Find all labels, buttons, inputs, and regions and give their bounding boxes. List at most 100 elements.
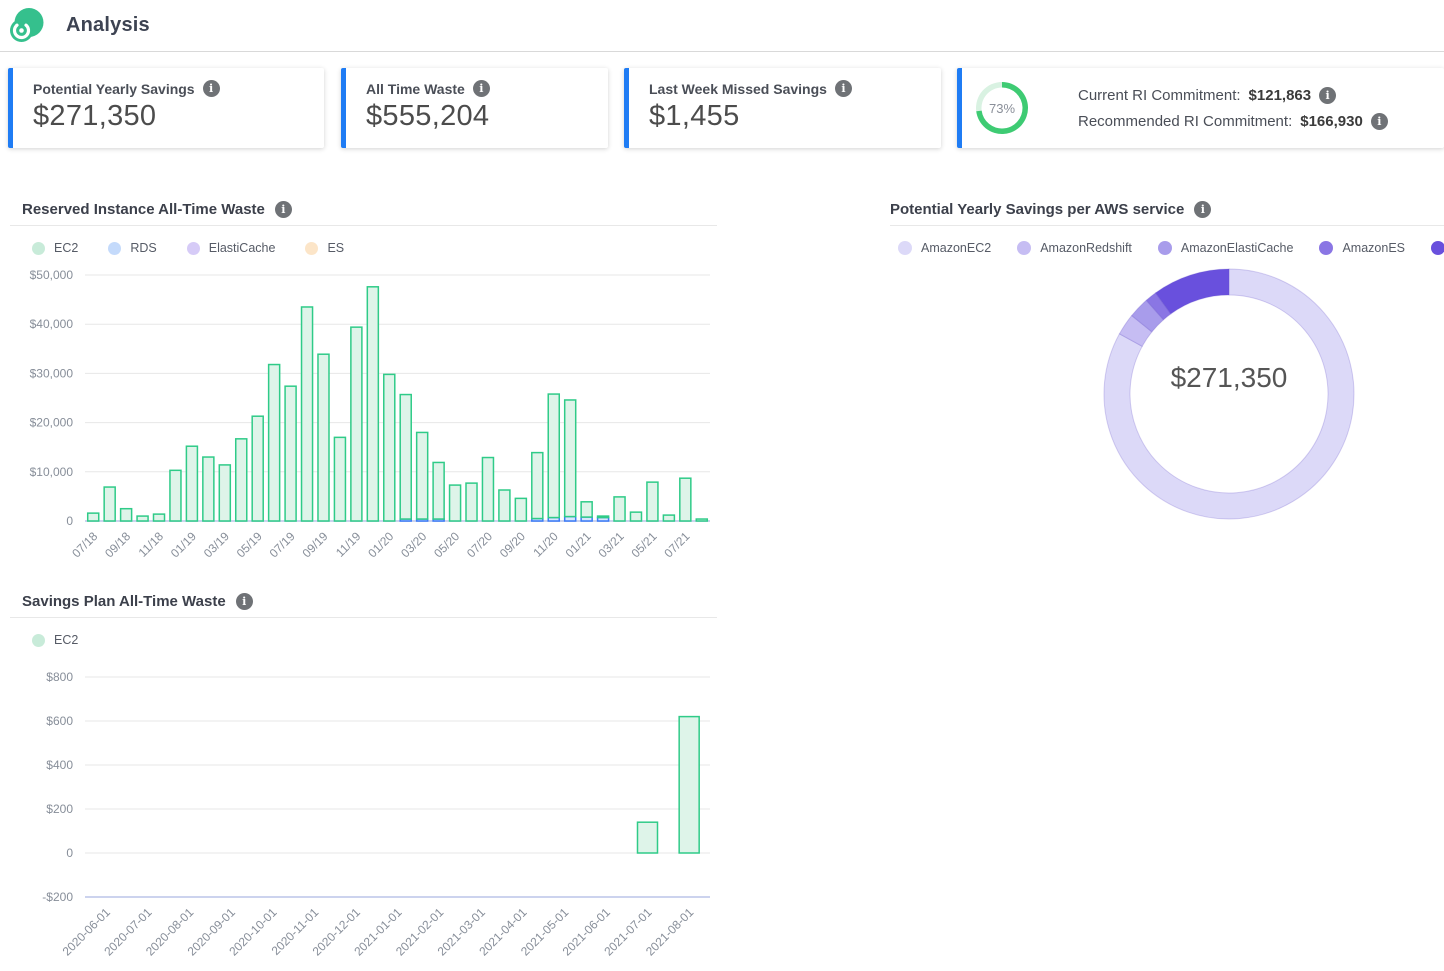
panel-savings-plan-waste: Savings Plan All-Time Waste i EC2 -$200 0… [10, 588, 717, 971]
legend-item-amazonelasticache[interactable]: AmazonElastiCache [1157, 241, 1294, 255]
bar-ec2-03/19 [218, 464, 232, 522]
legend-item-amazones[interactable]: AmazonES [1319, 241, 1405, 255]
app-logo-icon[interactable] [8, 7, 46, 45]
x-tick-label: 01/20 [365, 529, 396, 560]
bar-ec2-10/18 [136, 515, 149, 522]
card-ri-commitment: 73% Current RI Commitment: $121,863 i Re… [957, 68, 1444, 148]
info-icon[interactable]: i [1319, 86, 1337, 104]
bar-ec2-02/21 [596, 515, 610, 519]
legend-item-amazonec2[interactable]: AmazonEC2 [898, 241, 991, 255]
x-tick-label: 09/20 [497, 529, 528, 560]
x-tick-label: 01/21 [563, 529, 594, 560]
legend-item-amazonredshift[interactable]: AmazonRedshift [1017, 241, 1132, 255]
current-ri-commitment-row: Current RI Commitment: $121,863 i [1078, 86, 1388, 104]
legend-dot [186, 241, 200, 255]
donut-slice-amazonrds [1154, 268, 1230, 315]
bar-ec2-2021-08-01 [678, 715, 700, 854]
x-tick-label: 01/19 [168, 529, 199, 560]
info-icon[interactable]: i [235, 592, 253, 610]
bar-ec2-03/21 [613, 496, 626, 522]
x-tick-label: 05/20 [431, 529, 462, 560]
info-icon[interactable]: i [472, 80, 490, 97]
bar-ec2-06/20 [465, 482, 478, 522]
legend-item-elasticache[interactable]: ElastiCache [186, 241, 275, 255]
x-tick-label: 07/18 [69, 529, 100, 560]
bar-ec2-04/19 [234, 438, 248, 522]
y-tick-label: $400 [46, 758, 73, 772]
gauge-track [976, 82, 1002, 112]
x-tick-label: 03/20 [398, 529, 429, 560]
bar-ec2-04/21 [629, 511, 643, 522]
bar-ec2-11/20 [547, 393, 561, 519]
sp-waste-bar-chart: -$2000$200$400$600$8002020-06-012020-07-… [42, 670, 710, 959]
bar-ec2-04/20 [432, 461, 445, 520]
y-tick-label: -$200 [42, 890, 73, 904]
current-ri-commitment-label: Current RI Commitment: [1078, 86, 1241, 104]
card-value: $1,455 [649, 100, 740, 132]
legend-dot [1017, 241, 1032, 255]
recommended-ri-commitment-row: Recommended RI Commitment: $166,930 i [1078, 112, 1388, 130]
ri-coverage-gauge: 73% [976, 82, 1029, 134]
chart-legend: EC2 RDS ElastiCache ES [32, 240, 717, 256]
card-label: Last Week Missed Savings i [649, 80, 941, 97]
x-tick-label: 03/21 [596, 529, 627, 560]
bar-ec2-07/20 [481, 456, 495, 522]
bar-ec2-08/20 [498, 489, 511, 522]
legend-dot [108, 241, 122, 255]
legend-dot [1319, 241, 1334, 255]
bar-ec2-07/19 [284, 385, 297, 522]
panel-header: Potential Yearly Savings per AWS service… [890, 196, 1444, 226]
bar-ec2-12/18 [169, 469, 182, 522]
gauge-percent-label: 73% [989, 101, 1015, 116]
bar-ec2-06/21 [662, 514, 676, 522]
info-icon[interactable]: i [1370, 112, 1388, 130]
bar-ec2-03/20 [415, 431, 429, 520]
bar-ec2-09/19 [317, 353, 330, 522]
y-tick-label: $50,000 [30, 268, 74, 282]
bar-ec2-05/19 [251, 415, 264, 522]
legend-label: EC2 [54, 633, 79, 647]
x-tick-label: 09/18 [102, 529, 133, 560]
bar-ec2-06/19 [267, 363, 281, 522]
y-tick-label: $200 [46, 802, 73, 816]
legend-item-ec2[interactable]: EC2 [32, 633, 78, 647]
legend-dot [1431, 241, 1444, 255]
legend-item-ec2[interactable]: EC2 [32, 241, 78, 255]
legend-dot [898, 241, 912, 255]
info-icon[interactable]: i [274, 200, 292, 218]
legend-dot [32, 241, 45, 255]
panel-savings-per-service: Potential Yearly Savings per AWS service… [890, 196, 1444, 567]
panel-header: Savings Plan All-Time Waste i [10, 588, 717, 618]
panel-title: Potential Yearly Savings per AWS service [890, 200, 1185, 218]
x-tick-label: 05/19 [234, 529, 265, 560]
legend-item-es[interactable]: ES [305, 241, 344, 255]
bar-ec2-02/20 [399, 393, 412, 520]
bar-ec2-01/20 [383, 373, 396, 522]
legend-item-rds[interactable]: RDS [108, 241, 157, 255]
x-tick-label: 11/20 [530, 529, 561, 560]
bar-ec2-12/20 [563, 399, 577, 518]
info-icon[interactable]: i [202, 80, 220, 97]
legend-label: AmazonEC2 [921, 241, 992, 255]
legend-item-amazonrds[interactable]: AmazonRDS [1431, 241, 1444, 255]
chart-legend: AmazonEC2 AmazonRedshift AmazonElastiCache… [898, 240, 1444, 256]
bar-ec2-09/18 [119, 507, 133, 522]
x-tick-label: 03/19 [201, 529, 232, 560]
bar-ec2-11/19 [350, 326, 363, 522]
bar-ec2-07/18 [86, 512, 100, 522]
y-tick-label: 0 [66, 514, 73, 528]
legend-label: ES [327, 241, 345, 255]
current-ri-commitment-value: $121,863 [1248, 86, 1312, 104]
card-value: $555,204 [366, 100, 490, 132]
info-icon[interactable]: i [1194, 200, 1212, 218]
bar-ec2-2021-07-01 [636, 821, 659, 854]
recommended-ri-commitment-label: Recommended RI Commitment: [1078, 112, 1293, 130]
legend-label: AmazonElastiCache [1180, 241, 1294, 255]
card-all-time-waste: All Time Waste i $555,204 [341, 68, 608, 148]
x-tick-label: 11/18 [136, 529, 167, 560]
panel-title: Savings Plan All-Time Waste [22, 592, 226, 610]
card-label-text: Last Week Missed Savings [649, 80, 827, 97]
info-icon[interactable]: i [834, 80, 852, 97]
legend-dot [305, 241, 319, 255]
